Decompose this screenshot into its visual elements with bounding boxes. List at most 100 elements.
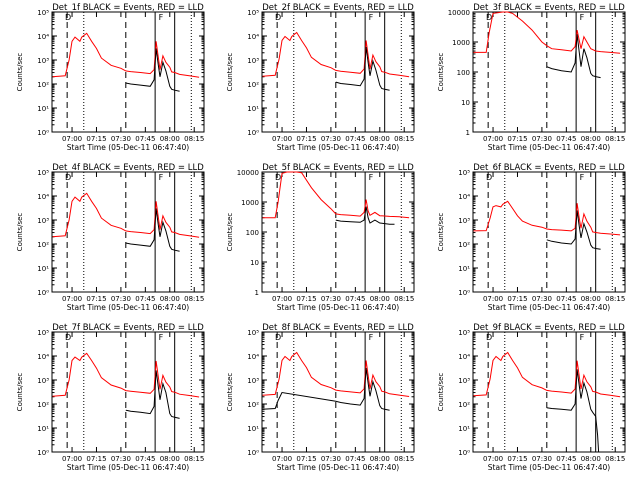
events-series-line	[546, 34, 601, 79]
y-axis-label: Counts/sec	[437, 373, 445, 412]
x-tick-label: 08:00	[581, 295, 601, 303]
y-tick-label: 10⁵	[37, 9, 49, 17]
y-tick-label: 10⁰	[247, 129, 259, 137]
x-tick-label: 07:00	[272, 295, 292, 303]
x-tick-label: 08:00	[370, 295, 390, 303]
y-tick-label: 10¹	[37, 265, 49, 273]
plot-frame	[472, 331, 626, 453]
interval-marker-label: D	[486, 333, 492, 342]
x-tick-label: 07:15	[507, 135, 527, 143]
events-series-line	[125, 208, 180, 252]
x-tick-label: 07:00	[62, 455, 82, 463]
y-tick-label: 1000	[241, 199, 259, 207]
plot-frame	[261, 171, 415, 293]
x-tick-label: 07:30	[532, 135, 552, 143]
chart-panel: Det_2f BLACK = Events, RED = LLD 10⁰ 10¹ 10…	[226, 3, 415, 152]
y-axis-label: Counts/sec	[16, 53, 24, 92]
chart-title: Det_8f BLACK = Events, RED = LLD	[262, 323, 414, 333]
y-tick-label: 10²	[458, 241, 470, 249]
chart-title: Det_9f BLACK = Events, RED = LLD	[473, 323, 625, 333]
chart-title: Det_2f BLACK = Events, RED = LLD	[262, 3, 414, 13]
y-tick-label: 10¹	[247, 105, 259, 113]
x-tick-label: 08:00	[160, 455, 180, 463]
y-tick-label: 10⁴	[458, 353, 470, 361]
interval-marker-label: D	[65, 13, 71, 22]
x-axis-label: Start Time (05-Dec-11 06:47:40)	[67, 143, 189, 152]
lld-series-line	[262, 171, 410, 219]
lld-series-line	[473, 11, 621, 54]
x-tick-label: 07:00	[62, 135, 82, 143]
y-tick-label: 10⁵	[247, 329, 259, 337]
x-tick-label: 08:15	[184, 455, 204, 463]
x-axis-label: Start Time (05-Dec-11 06:47:40)	[488, 463, 610, 472]
x-tick-label: 07:45	[556, 455, 576, 463]
interval-marker-label: D	[486, 13, 492, 22]
lld-series-line	[473, 351, 621, 398]
interval-marker-label: F	[159, 173, 164, 182]
y-tick-label: 10000	[237, 169, 259, 177]
x-tick-label: 08:00	[370, 135, 390, 143]
interval-marker-label: D	[486, 173, 492, 182]
y-tick-label: 100	[246, 229, 259, 237]
x-tick-label: 08:15	[394, 295, 414, 303]
y-tick-label: 10¹	[37, 105, 49, 113]
lld-series-line	[262, 351, 410, 397]
y-tick-label: 10³	[37, 377, 49, 385]
y-tick-label: 10⁰	[458, 289, 470, 297]
chart-panel: Det_4f BLACK = Events, RED = LLD 10⁰ 10¹ 10…	[16, 163, 205, 312]
x-tick-label: 07:45	[345, 455, 365, 463]
y-axis-label: Counts/sec	[437, 53, 445, 92]
chart-panel: Det_9f BLACK = Events, RED = LLD 10⁰ 10¹ 10…	[437, 323, 626, 472]
y-tick-label: 10	[461, 99, 470, 107]
x-tick-label: 07:15	[86, 135, 106, 143]
y-tick-label: 10⁰	[37, 289, 49, 297]
y-tick-label: 10³	[37, 217, 49, 225]
y-axis-label: Counts/sec	[437, 213, 445, 252]
chart-title: Det_5f BLACK = Events, RED = LLD	[262, 163, 414, 173]
y-tick-label: 10²	[37, 241, 49, 249]
y-axis-label: Counts/sec	[226, 213, 234, 252]
x-tick-label: 08:15	[184, 135, 204, 143]
chart-panel: Det_5f BLACK = Events, RED = LLD 1 10 100 10…	[226, 163, 415, 312]
x-axis-label: Start Time (05-Dec-11 06:47:40)	[67, 303, 189, 312]
plot-frame	[51, 331, 205, 453]
y-axis-label: Counts/sec	[226, 53, 234, 92]
y-tick-label: 10¹	[458, 265, 470, 273]
events-series-line	[125, 48, 180, 92]
x-axis-label: Start Time (05-Dec-11 06:47:40)	[277, 463, 399, 472]
x-tick-label: 07:00	[483, 135, 503, 143]
y-tick-label: 1	[466, 129, 470, 137]
y-tick-label: 10⁴	[247, 33, 259, 41]
y-tick-label: 10000	[448, 9, 470, 17]
x-tick-label: 07:30	[111, 455, 131, 463]
y-tick-label: 1000	[452, 39, 470, 47]
y-tick-label: 10⁰	[37, 449, 49, 457]
y-tick-label: 10³	[458, 377, 470, 385]
plot-frame	[51, 11, 205, 133]
x-tick-label: 08:00	[160, 135, 180, 143]
chart-title: Det_7f BLACK = Events, RED = LLD	[52, 323, 204, 333]
x-tick-label: 07:30	[532, 455, 552, 463]
events-series-line	[262, 367, 390, 411]
y-tick-label: 10⁴	[37, 353, 49, 361]
y-axis-label: Counts/sec	[226, 373, 234, 412]
x-tick-label: 07:30	[532, 295, 552, 303]
interval-marker-label: D	[65, 333, 71, 342]
y-tick-label: 10⁴	[247, 353, 259, 361]
y-tick-label: 10⁵	[458, 329, 470, 337]
chart-panel: Det_3f BLACK = Events, RED = LLD 1 10 100 10…	[437, 3, 626, 152]
y-tick-label: 10¹	[458, 425, 470, 433]
y-tick-label: 10²	[247, 81, 259, 89]
x-tick-label: 08:15	[605, 295, 625, 303]
events-series-line	[335, 46, 390, 91]
plot-frame	[51, 171, 205, 293]
interval-marker-label: D	[275, 333, 281, 342]
lld-series-line	[52, 192, 200, 238]
x-tick-label: 07:45	[345, 295, 365, 303]
y-tick-label: 10²	[458, 401, 470, 409]
plot-frame	[261, 331, 415, 453]
events-series-line	[546, 369, 600, 453]
y-tick-label: 10¹	[37, 425, 49, 433]
chart-title: Det_6f BLACK = Events, RED = LLD	[473, 163, 625, 173]
chart-panel: Det_7f BLACK = Events, RED = LLD 10⁰ 10¹ 10…	[16, 323, 205, 472]
